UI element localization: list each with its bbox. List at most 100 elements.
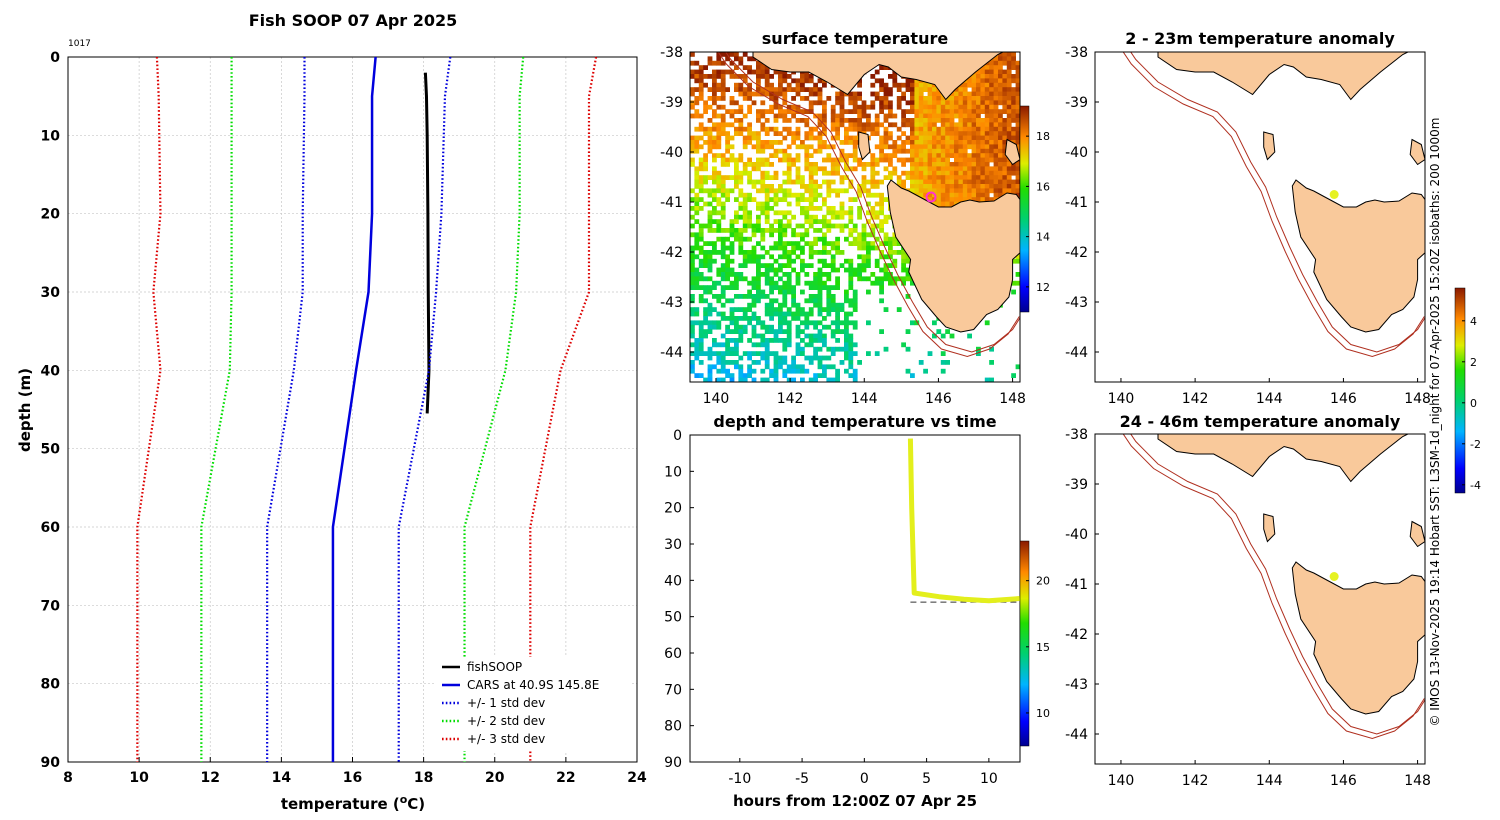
sst-pixel: [725, 276, 730, 282]
sst-pixel: [1015, 258, 1020, 264]
sst-pixel: [729, 346, 735, 352]
sst-pixel: [914, 184, 920, 189]
sst-pixel: [698, 329, 704, 334]
sst-pixel: [923, 166, 928, 172]
sst-pixel: [967, 96, 972, 101]
sst-pixel: [976, 188, 981, 194]
sst-pixel: [892, 276, 898, 282]
sst-pixel: [901, 140, 906, 145]
sst-pixel: [826, 179, 832, 185]
sst-pixel: [808, 201, 814, 207]
sst-pixel: [949, 104, 955, 110]
sst-pixel: [993, 148, 999, 154]
sst-pixel: [800, 338, 805, 343]
depth-time-colorbar-label: 15: [1036, 641, 1050, 654]
sst-pixel: [742, 74, 748, 79]
sst-pixel: [839, 175, 845, 180]
sst-pixel: [720, 74, 726, 79]
sst-pixel: [861, 188, 867, 194]
sst-pixel: [804, 368, 810, 374]
sst-pixel: [742, 201, 748, 207]
sst-pixel: [848, 140, 854, 145]
sst-pixel: [773, 258, 779, 264]
sst-pixel: [830, 254, 836, 260]
sst-pixel: [923, 126, 928, 132]
sst-pixel: [980, 91, 986, 97]
sst-pixel: [729, 60, 735, 66]
sst-pixel: [1002, 60, 1008, 66]
sst-pixel: [835, 192, 840, 198]
sst-pixel: [764, 346, 770, 352]
sst-pixel: [747, 96, 752, 101]
sst-pixel: [800, 377, 805, 382]
figure-title: Fish SOOP 07 Apr 2025: [249, 11, 458, 30]
sst-pixel: [910, 135, 915, 141]
sst-pixel: [949, 197, 955, 202]
sst-pixel: [905, 87, 911, 92]
sst-pixel: [720, 333, 726, 339]
sst-pixel: [962, 197, 968, 202]
sst-pixel: [738, 250, 744, 255]
sst-pixel: [936, 175, 942, 180]
anomaly-map-upper: 140 142 144 146 148-38-39-40-41-42-43-44: [1065, 45, 1431, 407]
sst-pixel: [813, 351, 818, 356]
sst-pixel: [888, 122, 893, 128]
sst-pixel: [874, 157, 880, 163]
sst-pixel: [830, 162, 836, 167]
sst-pixel: [984, 179, 990, 185]
sst-pixel: [910, 122, 915, 128]
sst-pixel: [1002, 91, 1008, 97]
sst-pixel: [861, 113, 867, 119]
sst-pixel: [848, 232, 854, 238]
sst-pixel: [764, 170, 770, 176]
sst-pixel: [1002, 166, 1008, 172]
sst-pixel: [782, 228, 788, 233]
sst-pixel: [791, 135, 796, 141]
sst-pixel: [932, 175, 937, 180]
sst-pixel: [954, 188, 959, 194]
sst-map-title: surface temperature: [762, 29, 949, 48]
sst-x-tick-label: 148: [999, 391, 1026, 407]
sst-pixel: [954, 126, 959, 132]
sst-pixel: [782, 135, 788, 141]
sst-pixel: [866, 351, 871, 356]
sst-pixel: [760, 210, 766, 216]
sst-pixel: [962, 184, 968, 189]
sst-pixel: [822, 179, 827, 185]
sst-pixel: [734, 307, 739, 312]
sst-pixel: [712, 219, 717, 224]
sst-pixel: [751, 162, 757, 167]
sst-pixel: [712, 60, 717, 66]
sst-pixel: [927, 148, 933, 154]
sst-pixel: [808, 285, 814, 290]
sst-pixel: [984, 74, 990, 79]
sst-pixel: [782, 316, 788, 321]
sst-pixel: [716, 131, 722, 136]
sst-pixel: [769, 188, 774, 194]
sst-pixel: [896, 307, 902, 312]
sst-pixel: [800, 96, 805, 101]
sst-pixel: [857, 113, 862, 119]
sst-pixel: [848, 342, 854, 348]
sst-pixel: [958, 162, 964, 167]
sst-pixel: [804, 355, 810, 361]
sst-pixel: [822, 104, 827, 110]
sst-pixel: [883, 144, 889, 150]
sst-pixel: [892, 78, 898, 84]
sst-pixel: [892, 113, 898, 119]
sst-pixel: [769, 87, 774, 92]
sst-pixel: [1002, 170, 1008, 176]
sst-pixel: [866, 188, 871, 194]
sst-pixel: [879, 148, 884, 154]
sst-pixel: [778, 109, 783, 114]
sst-pixel: [782, 170, 788, 176]
sst-pixel: [844, 223, 849, 229]
sst-pixel: [861, 162, 867, 167]
sst-pixel: [694, 170, 700, 176]
sst-pixel: [1002, 126, 1008, 132]
sst-pixel: [910, 96, 915, 101]
sst-pixel: [918, 91, 924, 97]
sst-pixel: [958, 179, 964, 185]
sst-pixel: [998, 100, 1003, 106]
sst-pixel: [738, 188, 744, 194]
